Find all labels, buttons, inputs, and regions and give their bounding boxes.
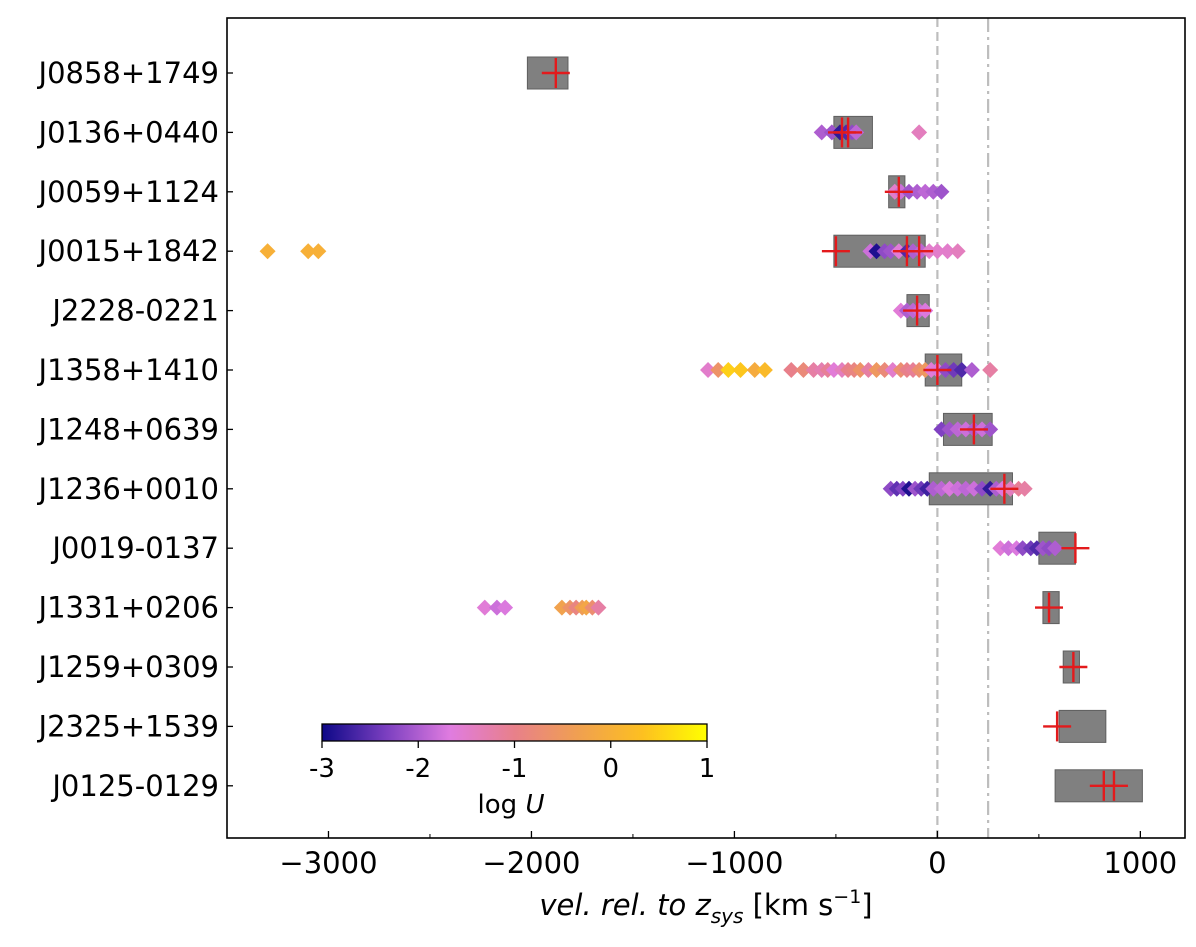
model-point xyxy=(825,362,842,378)
model-point xyxy=(756,362,773,378)
colorbar-tick-label: -1 xyxy=(502,754,528,784)
model-point xyxy=(933,183,950,200)
x-tick-label: 1000 xyxy=(1103,846,1177,880)
model-point xyxy=(700,362,717,378)
measured-velocity-crosses xyxy=(541,58,1128,801)
model-point xyxy=(982,421,999,438)
model-point xyxy=(911,124,928,141)
model-point xyxy=(590,599,607,616)
object-label: J1358+1410 xyxy=(37,353,219,387)
object-label: J1248+0639 xyxy=(37,412,219,446)
model-point xyxy=(929,243,946,260)
colorbar-title: log U xyxy=(478,790,545,820)
model-point xyxy=(805,362,822,378)
model-point xyxy=(783,362,800,378)
model-point xyxy=(917,183,934,200)
plot-frame xyxy=(226,17,1186,839)
model-point xyxy=(945,362,962,378)
model-point xyxy=(933,480,950,497)
model-point xyxy=(876,362,893,378)
model-point xyxy=(949,480,966,497)
colorbar-tick-label: -2 xyxy=(405,754,431,784)
model-point xyxy=(868,362,885,378)
model-point xyxy=(852,362,869,378)
object-label: J0858+1749 xyxy=(37,56,219,90)
model-point xyxy=(992,540,1009,557)
object-label: J2325+1539 xyxy=(37,709,219,743)
model-point xyxy=(965,480,982,497)
model-point xyxy=(1016,480,1033,497)
object-label: J0136+0440 xyxy=(37,115,219,149)
object-label: J2228-0221 xyxy=(50,294,219,328)
model-point xyxy=(813,124,830,141)
model-point xyxy=(974,480,991,497)
object-label: J1331+0206 xyxy=(37,591,219,625)
model-point xyxy=(963,362,980,378)
x-tick-label: −1000 xyxy=(685,846,783,880)
model-point xyxy=(710,362,727,378)
model-point xyxy=(732,362,749,378)
model-point xyxy=(1014,540,1031,557)
model-point xyxy=(949,243,966,260)
model-point xyxy=(488,599,505,616)
model-point xyxy=(982,362,999,378)
model-point xyxy=(957,480,974,497)
model-point xyxy=(497,599,514,616)
object-label: J0019-0137 xyxy=(50,531,219,565)
model-point xyxy=(909,183,926,200)
model-point xyxy=(939,243,956,260)
x-tick-label: 0 xyxy=(928,846,946,880)
model-point xyxy=(882,243,899,260)
model-point xyxy=(949,421,966,438)
colorbar: -3 -2 -1 0 1 log U xyxy=(309,723,715,820)
object-label: J0125-0129 xyxy=(50,769,219,803)
model-point xyxy=(795,362,812,378)
colorbar-tick-label: 1 xyxy=(699,754,716,784)
x-tick-label: −3000 xyxy=(279,846,377,880)
colorbar-ticks: -3 -2 -1 0 1 xyxy=(309,741,715,784)
colorbar-gradient xyxy=(321,723,708,742)
x-axis-ticks: −3000 −2000 −1000 0 1000 xyxy=(226,831,1177,880)
x-tick-label: −2000 xyxy=(482,846,580,880)
model-point xyxy=(476,599,493,616)
model-point xyxy=(720,362,737,378)
y-axis-object-labels: J0858+1749 J0136+0440 J0059+1124 J0015+1842… xyxy=(37,56,233,803)
object-label: J1259+0309 xyxy=(37,650,219,684)
colorbar-tick-label: -3 xyxy=(309,754,335,784)
colorbar-tick-label: 0 xyxy=(602,754,619,784)
model-point xyxy=(300,243,317,260)
object-label: J0059+1124 xyxy=(37,175,219,209)
model-point xyxy=(746,362,763,378)
model-point xyxy=(259,243,276,260)
model-point xyxy=(925,480,942,497)
model-point xyxy=(1047,540,1064,557)
model-point xyxy=(941,421,958,438)
model-point xyxy=(310,243,327,260)
model-point xyxy=(925,183,942,200)
model-point xyxy=(941,480,958,497)
model-point xyxy=(1000,540,1017,557)
model-point xyxy=(553,599,570,616)
model-point xyxy=(868,243,885,260)
model-point xyxy=(933,421,950,438)
x-axis-title: vel. rel. to zsys [km s−1] xyxy=(539,886,872,928)
model-point xyxy=(860,362,877,378)
model-point xyxy=(953,362,970,378)
velocity-boxes xyxy=(526,56,1143,803)
object-label: J1236+0010 xyxy=(37,472,219,506)
object-label: J0015+1842 xyxy=(37,234,219,268)
model-point xyxy=(884,362,901,378)
